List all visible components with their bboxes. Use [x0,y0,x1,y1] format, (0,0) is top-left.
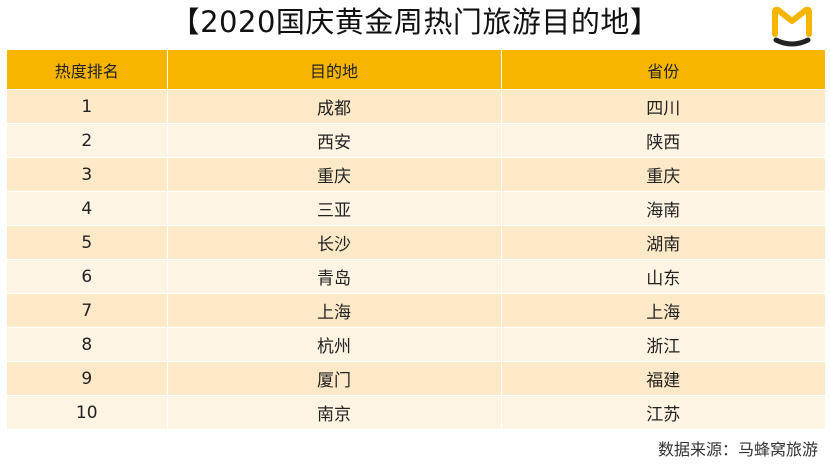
province-cell: 山东 [501,259,825,294]
province-cell: 上海 [501,293,825,328]
ranking-table: 热度排名 目的地 省份 1 成都 四川 2 西安 陕西 3 重庆 重庆 4 三亚… [7,50,825,429]
rank-cell: 1 [7,89,168,124]
rank-cell: 6 [7,259,168,294]
data-source-note: 数据来源：马蜂窝旅游 [657,440,818,459]
rank-cell: 5 [7,225,168,260]
rank-cell: 7 [7,293,168,328]
table-header-row: 热度排名 目的地 省份 [7,50,825,90]
table-row: 7 上海 上海 [7,293,825,328]
destination-cell: 重庆 [167,157,502,192]
rank-cell: 4 [7,191,168,226]
province-cell: 陕西 [501,123,825,158]
table-row: 8 杭州 浙江 [7,327,825,362]
destination-cell: 杭州 [167,327,502,362]
destination-cell: 三亚 [167,191,502,226]
table-row: 6 青岛 山东 [7,259,825,294]
table-row: 2 西安 陕西 [7,123,825,158]
destination-cell: 青岛 [167,259,502,294]
province-cell: 福建 [501,361,825,396]
rank-cell: 8 [7,327,168,362]
destination-cell: 上海 [167,293,502,328]
province-cell: 四川 [501,89,825,124]
province-cell: 浙江 [501,327,825,362]
table-row: 10 南京 江苏 [7,395,825,429]
province-cell: 湖南 [501,225,825,260]
table-row: 5 长沙 湖南 [7,225,825,260]
rank-cell: 10 [7,395,168,429]
destination-cell: 南京 [167,395,502,429]
column-header-province: 省份 [501,50,825,90]
column-header-destination: 目的地 [167,50,502,90]
destination-cell: 厦门 [167,361,502,396]
province-cell: 江苏 [501,395,825,429]
destination-cell: 成都 [167,89,502,124]
destination-cell: 长沙 [167,225,502,260]
table-row: 1 成都 四川 [7,89,825,124]
chart-title: 【2020国庆黄金周热门旅游目的地】 [170,5,660,39]
table-row: 9 厦门 福建 [7,361,825,396]
mafengwo-logo-icon [772,6,812,47]
table-row: 4 三亚 海南 [7,191,825,226]
rank-cell: 9 [7,361,168,396]
table-row: 3 重庆 重庆 [7,157,825,192]
province-cell: 重庆 [501,157,825,192]
province-cell: 海南 [501,191,825,226]
column-header-rank: 热度排名 [7,50,168,90]
destination-cell: 西安 [167,123,502,158]
rank-cell: 3 [7,157,168,192]
rank-cell: 2 [7,123,168,158]
